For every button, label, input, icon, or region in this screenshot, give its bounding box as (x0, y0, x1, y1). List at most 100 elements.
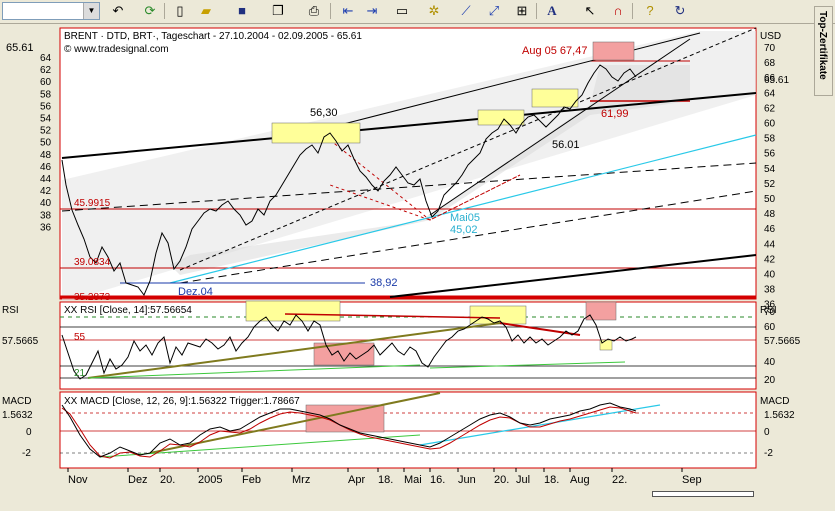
dashed-trend-line (61, 162, 757, 212)
toolbar-separator (536, 3, 537, 19)
macd-right-0: 0 (764, 427, 770, 438)
time-axis: Nov Dez 20. 2005 Feb Mrz Apr 18. Mai 16. Jun 20. Jul… (67, 468, 702, 486)
price-right-tick: 66 (764, 73, 776, 84)
macd-cyan-line (419, 404, 661, 446)
undo-icon[interactable]: ↶ (112, 3, 124, 18)
lower-dashed-line (179, 190, 757, 284)
rsi-label-55: 55 (74, 332, 86, 343)
back-icon[interactable]: ⇤ (342, 3, 354, 18)
price-left-tick: 60 (40, 77, 52, 88)
time-scrollbar[interactable] (652, 491, 754, 497)
time-tick-label: Dez (128, 474, 148, 486)
price-left-tick: 50 (40, 138, 52, 149)
indicator-icon[interactable]: ✲ (428, 3, 440, 18)
rsi-tick-70: 70 (764, 307, 776, 318)
source-label: © www.tradesignal.com (64, 44, 169, 55)
trend-channel (62, 31, 756, 303)
price-right-tick: 62 (764, 103, 776, 114)
macd-right-minus2: -2 (764, 448, 773, 459)
open-icon[interactable]: ▰ (201, 3, 211, 18)
marker-box-mar (271, 122, 361, 144)
time-tick-label: 20. (494, 474, 509, 486)
macd-last-left: 1.5632 (2, 410, 33, 421)
macd-left-0: 0 (26, 427, 32, 438)
macd-trigger-series (61, 406, 637, 459)
price-right-tick: 64 (764, 88, 776, 99)
lower-trend-line (389, 254, 757, 298)
price-last-right: 65.61 (764, 75, 789, 86)
price-right-tick: 54 (764, 164, 776, 175)
rsi-label-21: 21 (74, 368, 86, 379)
toolbar-separator (330, 3, 331, 19)
properties-icon[interactable]: ⊞ (516, 3, 528, 18)
left-level-3: 35.2873 (74, 292, 111, 303)
marker-box-aug (592, 41, 635, 61)
major-trend-line (61, 92, 757, 159)
line-tool-icon[interactable]: ⟋ (461, 3, 471, 18)
symbol-combo[interactable]: ▼ (2, 2, 100, 20)
toolbar-separator (164, 3, 165, 19)
price-right-axis: 70 68 66 64 62 60 58 56 54 52 50 48 46 44 42 40 38 36 (764, 43, 776, 311)
price-left-tick: 48 (40, 150, 52, 161)
copy-icon[interactable]: ❐ (272, 3, 284, 18)
price-left-tick: 58 (40, 89, 52, 100)
cursor-icon[interactable]: ↖ (584, 3, 596, 18)
price-right-tick: 58 (764, 134, 776, 145)
rsi-tick-40: 40 (764, 357, 776, 368)
price-right-tick: 46 (764, 224, 776, 235)
price-right-tick: 44 (764, 239, 776, 250)
text-icon[interactable]: A (547, 3, 557, 18)
price-left-tick: 42 (40, 186, 52, 197)
help-icon[interactable]: ? (646, 3, 654, 18)
drawing-icon[interactable]: ⤢ (488, 3, 500, 18)
window-icon[interactable]: ▭ (395, 3, 409, 18)
time-tick-label: 18. (378, 474, 393, 486)
price-left-tick: 46 (40, 162, 52, 173)
forward-icon[interactable]: ⇥ (366, 3, 378, 18)
rsi-tick-60: 60 (764, 322, 776, 333)
rsi-red-line-2 (284, 313, 501, 319)
time-tick-label: Mrz (292, 474, 310, 486)
mar-high-annotation: 56,30 (310, 107, 338, 119)
print-icon[interactable]: ⎙ (308, 3, 320, 18)
marker-box-jul (531, 88, 579, 108)
chevron-down-icon[interactable]: ▼ (83, 3, 99, 19)
time-tick-label: 18. (544, 474, 559, 486)
time-tick-label: 22. (612, 474, 627, 486)
rsi-marker-mar (245, 300, 341, 322)
price-right-tick: 52 (764, 179, 776, 190)
cyan-trend-line (169, 134, 757, 284)
rsi-title-left: RSI (2, 305, 19, 316)
price-right-tick: 36 (764, 300, 776, 311)
reload-icon[interactable]: ↻ (674, 3, 686, 18)
refresh-icon[interactable]: ⟳ (144, 3, 156, 18)
price-header: BRENT · DTD, BRT·, Tageschart - 27.10.20… (64, 31, 362, 42)
price-right-tick: 60 (764, 119, 776, 130)
price-last-left: 65.61 (6, 42, 34, 54)
side-tab-label: Top-Zertifikate (817, 11, 828, 80)
time-tick-label: 20. (160, 474, 175, 486)
channel-shade (170, 65, 690, 275)
price-right-tick: 42 (764, 254, 776, 265)
left-level-2: 39.0834 (74, 257, 111, 268)
magnet-icon[interactable]: ∩ (613, 3, 623, 18)
macd-left-minus2: -2 (22, 448, 31, 459)
rsi-title-right: RSI (760, 305, 777, 316)
time-tick-label: Sep (682, 474, 702, 486)
price-left-tick: 38 (40, 210, 52, 221)
save-icon[interactable]: ■ (238, 3, 246, 18)
dez-low-label: Dez.04 (178, 286, 213, 298)
macd-header: XX MACD [Close, 12, 26, 9]:1.56322 Trigg… (64, 396, 300, 407)
macd-panel (59, 391, 757, 469)
currency-label: USD (760, 31, 781, 42)
price-right-tick: 48 (764, 209, 776, 220)
macd-green-line (99, 434, 421, 458)
price-left-tick: 52 (40, 126, 52, 137)
rsi-green-line-2 (429, 361, 626, 369)
toolbar: ▼ ↶ ⟳ ▯ ▰ ■ ❐ ⎙ ⇤ ⇥ ▭ ✲ ⟋ ⤢ ⊞ A ↖ ∩ ? ↻ (0, 0, 835, 24)
new-icon[interactable]: ▯ (176, 3, 184, 18)
side-tab-top-zertifikate[interactable]: Top-Zertifikate (814, 6, 833, 96)
mai-low-label: Mai05 (450, 212, 480, 224)
left-level-1: 45.9915 (74, 198, 111, 209)
